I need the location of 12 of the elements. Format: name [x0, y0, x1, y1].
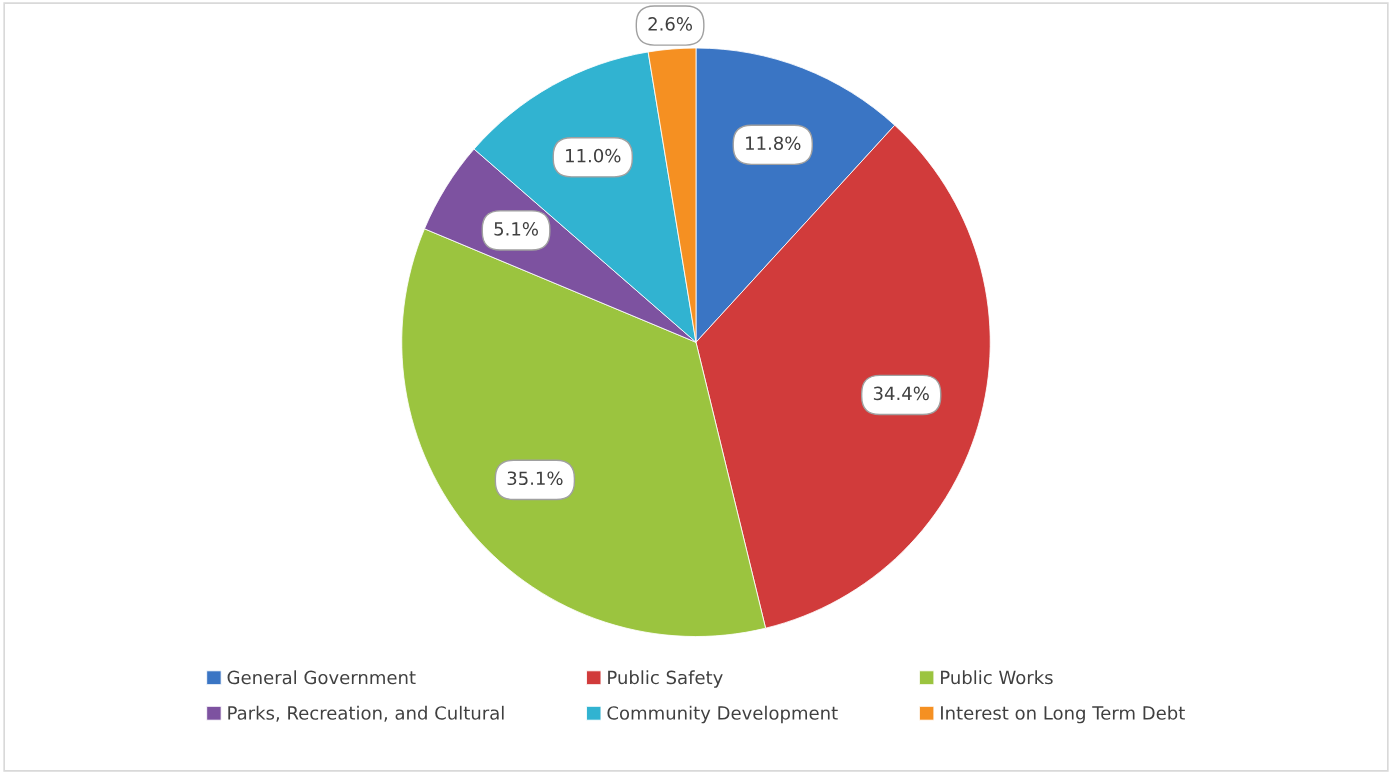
legend-label: General Government [227, 670, 416, 685]
data-label: 5.1% [494, 222, 538, 236]
legend-label: Parks, Recreation, and Cultural [228, 705, 504, 722]
legend-label: Interest on Long Term Debt [941, 705, 1185, 724]
data-label: 34.4% [873, 386, 929, 401]
legend-label: Community Development [607, 705, 838, 724]
data-label: 35.1% [507, 471, 563, 486]
legend-label: Public Works [941, 670, 1053, 685]
data-label: 11.0% [566, 148, 621, 163]
legend-label: Public Safety [608, 670, 723, 688]
data-label: 2.6% [648, 17, 693, 31]
data-label: 11.8% [746, 136, 801, 151]
